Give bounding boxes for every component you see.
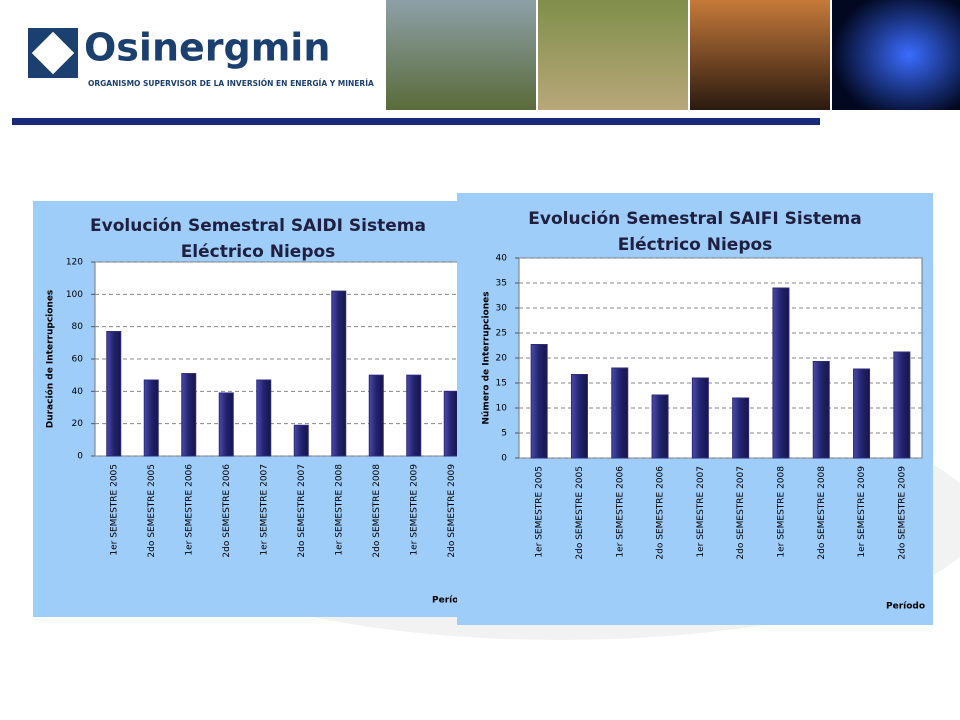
y-axis-label: Duración de Interrupciones — [45, 290, 56, 429]
x-axis-label: Período — [432, 596, 471, 606]
y-tick-label: 30 — [496, 304, 508, 314]
bar — [611, 367, 629, 459]
header-photo — [690, 0, 830, 110]
header-photo — [386, 0, 536, 110]
bar — [691, 377, 709, 459]
y-tick-label: 80 — [72, 322, 84, 332]
y-tick-label: 60 — [72, 355, 84, 365]
y-tick-label: 100 — [66, 290, 83, 300]
x-tick-label: 2do SEMESTRE 2008 — [372, 464, 382, 558]
chart: Evolución Semestral SAIFI Sistema Eléctri… — [457, 193, 933, 625]
x-tick-label: 2do SEMESTRE 2007 — [736, 466, 746, 560]
x-tick-label: 2do SEMESTRE 2008 — [817, 466, 827, 560]
chart-title: Evolución Semestral SAIFI Sistema Eléctri… — [528, 209, 861, 255]
bar — [256, 379, 272, 457]
y-tick-label: 25 — [496, 329, 507, 339]
header-photo — [832, 0, 960, 110]
bar — [732, 397, 750, 459]
x-tick-label: 1er SEMESTRE 2008 — [776, 466, 786, 558]
header-photo — [538, 0, 688, 110]
bar — [293, 424, 309, 457]
x-tick-label: 2do SEMESTRE 2007 — [297, 464, 307, 558]
y-tick-label: 15 — [496, 379, 507, 389]
bar — [143, 379, 159, 457]
x-tick-label: 1er SEMESTRE 2007 — [259, 464, 269, 556]
x-tick-label: 1er SEMESTRE 2005 — [535, 466, 545, 558]
y-tick-label: 20 — [496, 354, 508, 364]
x-axis-label: Período — [886, 602, 925, 612]
bar — [812, 361, 830, 459]
y-tick-label: 0 — [501, 454, 507, 464]
y-tick-label: 20 — [72, 419, 84, 429]
bar — [530, 344, 548, 459]
y-tick-label: 35 — [496, 279, 507, 289]
x-tick-label: 2do SEMESTRE 2005 — [147, 464, 157, 558]
bar — [570, 374, 588, 459]
x-tick-label: 2do SEMESTRE 2006 — [656, 466, 666, 560]
logo-tagline: ORGANISMO SUPERVISOR DE LA INVERSIÓN EN … — [88, 79, 374, 88]
y-tick-label: 0 — [77, 452, 83, 462]
x-tick-label: 2do SEMESTRE 2005 — [575, 466, 585, 560]
x-tick-label: 1er SEMESTRE 2009 — [857, 466, 867, 558]
x-tick-label: 1er SEMESTRE 2007 — [696, 466, 706, 558]
bar — [443, 390, 459, 457]
logo-text: Osinergmin — [84, 26, 330, 70]
y-axis-label: Número de Interrupciones — [482, 291, 492, 424]
y-tick-label: 120 — [66, 258, 83, 268]
x-tick-label: 1er SEMESTRE 2009 — [409, 464, 419, 556]
x-tick-label: 1er SEMESTRE 2006 — [184, 464, 194, 556]
x-tick-label: 2do SEMESTRE 2009 — [897, 466, 907, 560]
bar — [181, 373, 197, 457]
bar — [331, 290, 347, 457]
bar — [853, 368, 871, 459]
header-bar — [12, 118, 820, 125]
logo-icon-inner — [31, 31, 75, 75]
chart-title: Evolución Semestral SAIDI Sistema Eléctri… — [90, 216, 426, 262]
chart: Evolución Semestral SAIDI Sistema Eléctri… — [33, 201, 473, 617]
bar — [772, 287, 790, 459]
x-tick-label: 2do SEMESTRE 2006 — [222, 464, 232, 558]
x-tick-label: 2do SEMESTRE 2009 — [447, 464, 457, 558]
bar — [406, 374, 422, 457]
bar — [368, 374, 384, 457]
y-tick-label: 10 — [496, 404, 508, 414]
y-tick-label: 5 — [501, 429, 507, 439]
bar — [651, 394, 669, 459]
bar — [218, 392, 234, 457]
bar — [893, 351, 911, 459]
x-tick-label: 1er SEMESTRE 2006 — [615, 466, 625, 558]
y-tick-label: 40 — [496, 254, 508, 264]
x-tick-label: 1er SEMESTRE 2008 — [334, 464, 344, 556]
logo: Osinergmin ORGANISMO SUPERVISOR DE LA IN… — [28, 26, 374, 88]
x-tick-label: 1er SEMESTRE 2005 — [109, 464, 119, 556]
bar — [106, 331, 122, 457]
y-tick-label: 40 — [72, 387, 84, 397]
